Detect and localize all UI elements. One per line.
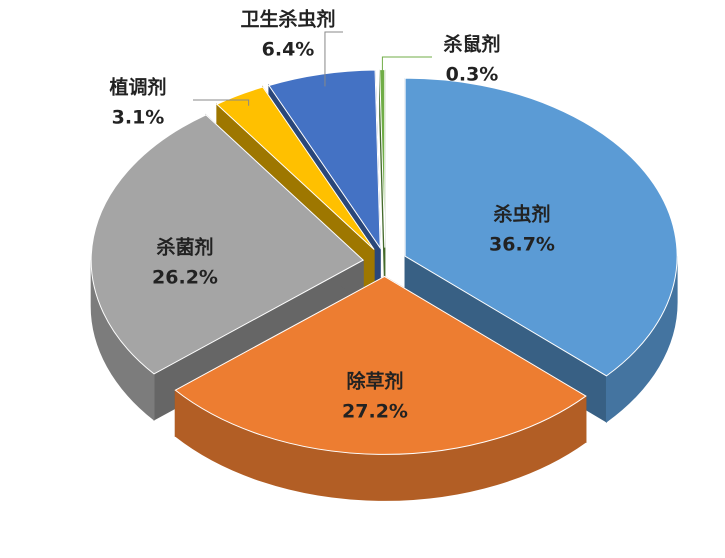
value-label: 27.2% [342, 401, 408, 423]
value-label: 3.1% [112, 107, 165, 129]
slice-label: 杀鼠剂 [443, 33, 500, 56]
leader-line [193, 99, 250, 106]
slice-label: 杀虫剂 [493, 203, 550, 226]
slice-label: 植调剂 [109, 76, 166, 99]
slice-label: 卫生杀虫剂 [240, 8, 335, 31]
slice [404, 77, 678, 377]
slice [90, 114, 365, 375]
leader-line [324, 31, 343, 87]
value-label: 0.3% [446, 64, 499, 86]
slice [215, 86, 375, 250]
slice-label: 除草剂 [346, 370, 403, 393]
value-label: 36.7% [489, 234, 555, 256]
value-label: 26.2% [152, 267, 218, 289]
slice [268, 69, 381, 250]
slice [174, 275, 587, 455]
value-label: 6.4% [262, 39, 315, 61]
leader-line [381, 56, 432, 83]
slice-label: 杀菌剂 [156, 236, 213, 259]
